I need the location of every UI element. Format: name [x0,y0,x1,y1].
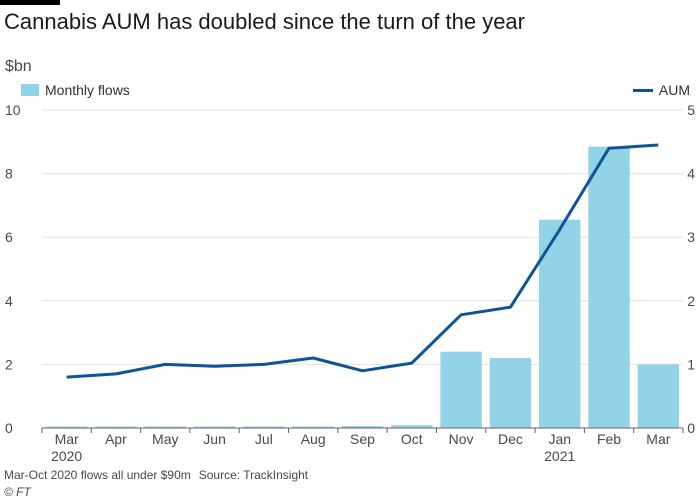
gridlines [42,109,683,365]
x-tick-label: Aug [301,431,326,447]
legend-line: AUM [632,82,690,98]
flow-bar [243,426,285,428]
chart-title: Cannabis AUM has doubled since the turn … [4,9,525,34]
x-tick-label: Nov [449,431,474,447]
left-tick-label: 2 [5,356,13,372]
x-tick-label: Apr [105,431,127,447]
x-tick-label: Jan [548,431,571,447]
flow-bar [45,426,88,428]
flow-bar [539,219,581,428]
right-tick-label: 5 [687,102,695,118]
flow-bar [193,426,236,428]
x-tick-label: May [152,431,178,447]
flow-bar [489,358,532,428]
x-tick-label: Jun [203,431,226,447]
x-year-label: 2021 [544,448,575,464]
x-tick-label: Dec [498,431,523,447]
flow-bar [440,351,482,428]
flow-bar [144,426,186,428]
flow-bar [292,426,334,428]
left-tick-label: 8 [5,166,13,182]
right-tick-label: 2 [687,293,695,309]
x-tick-label: Jul [255,431,273,447]
x-tick-label: Mar [646,431,670,447]
flow-bar [637,364,680,428]
x-tick-label: Feb [597,431,621,447]
left-tick-label: 4 [5,293,13,309]
left-axis-ticks: 0 2 4 6 8 10 [5,102,21,436]
x-year-label: 2020 [51,448,82,464]
right-tick-label: 4 [687,166,695,182]
axes [41,427,684,433]
bar-swatch [21,84,39,96]
flow-bar [588,146,630,428]
left-tick-label: 10 [5,102,21,118]
left-tick-label: 0 [5,420,13,436]
flow-bar [341,426,384,428]
right-tick-label: 0 [687,420,695,436]
aum-line [66,143,659,379]
legend-line-label: AUM [658,82,690,98]
credit: © FT [4,485,31,499]
unit-label: $bn [5,58,32,75]
ft-top-bar [0,0,60,5]
flow-bar [95,426,137,428]
right-tick-label: 1 [687,356,695,372]
right-tick-label: 3 [687,229,695,245]
flow-bar [391,425,433,428]
bars [45,146,680,428]
x-tick-label: Oct [401,431,423,447]
right-axis-ticks: 0 1 2 3 4 5 [687,102,695,436]
legend-bars: Monthly flows [21,82,130,98]
footnote: Mar-Oct 2020 flows all under $90m Source:… [4,468,316,482]
line-swatch [632,88,653,92]
footnote-text: Mar-Oct 2020 flows all under $90m [4,468,191,482]
legend-bars-label: Monthly flows [45,82,130,98]
source-text: Source: TrackInsight [198,468,309,482]
aum-line-path [66,143,659,379]
left-tick-label: 6 [5,229,13,245]
x-tick-label: Mar [55,431,79,447]
x-tick-label: Sep [350,431,375,447]
